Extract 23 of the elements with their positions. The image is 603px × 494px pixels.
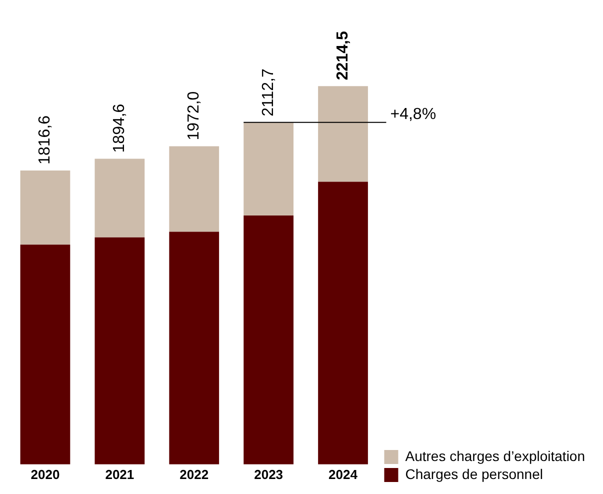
x-tick-label: 2023 [254, 466, 284, 482]
bar [94, 237, 145, 464]
annotation: 2214,5 [334, 31, 352, 80]
x-tick-label: 2021 [105, 466, 134, 482]
annotation: 2112,7 [260, 68, 277, 116]
x-tick-label: 2020 [30, 466, 60, 482]
annotation: 1894,6 [111, 104, 128, 153]
x-tick-label: 2022 [180, 466, 209, 482]
legend-label: Charges de personnel [405, 466, 543, 482]
annotation: 1972,0 [186, 91, 203, 140]
bar [94, 158, 145, 238]
bar [244, 215, 294, 464]
bar [244, 122, 294, 216]
bar [169, 146, 220, 232]
text: +4,8% [390, 106, 436, 123]
annotation: 1816,6 [36, 115, 54, 164]
legend-label: Autres charges d’exploitation [405, 448, 586, 464]
bar [318, 182, 368, 464]
bar [20, 244, 70, 464]
bar [169, 232, 220, 464]
bar [20, 170, 70, 245]
bar [318, 86, 368, 182]
x-tick-label: 2024 [328, 466, 358, 482]
